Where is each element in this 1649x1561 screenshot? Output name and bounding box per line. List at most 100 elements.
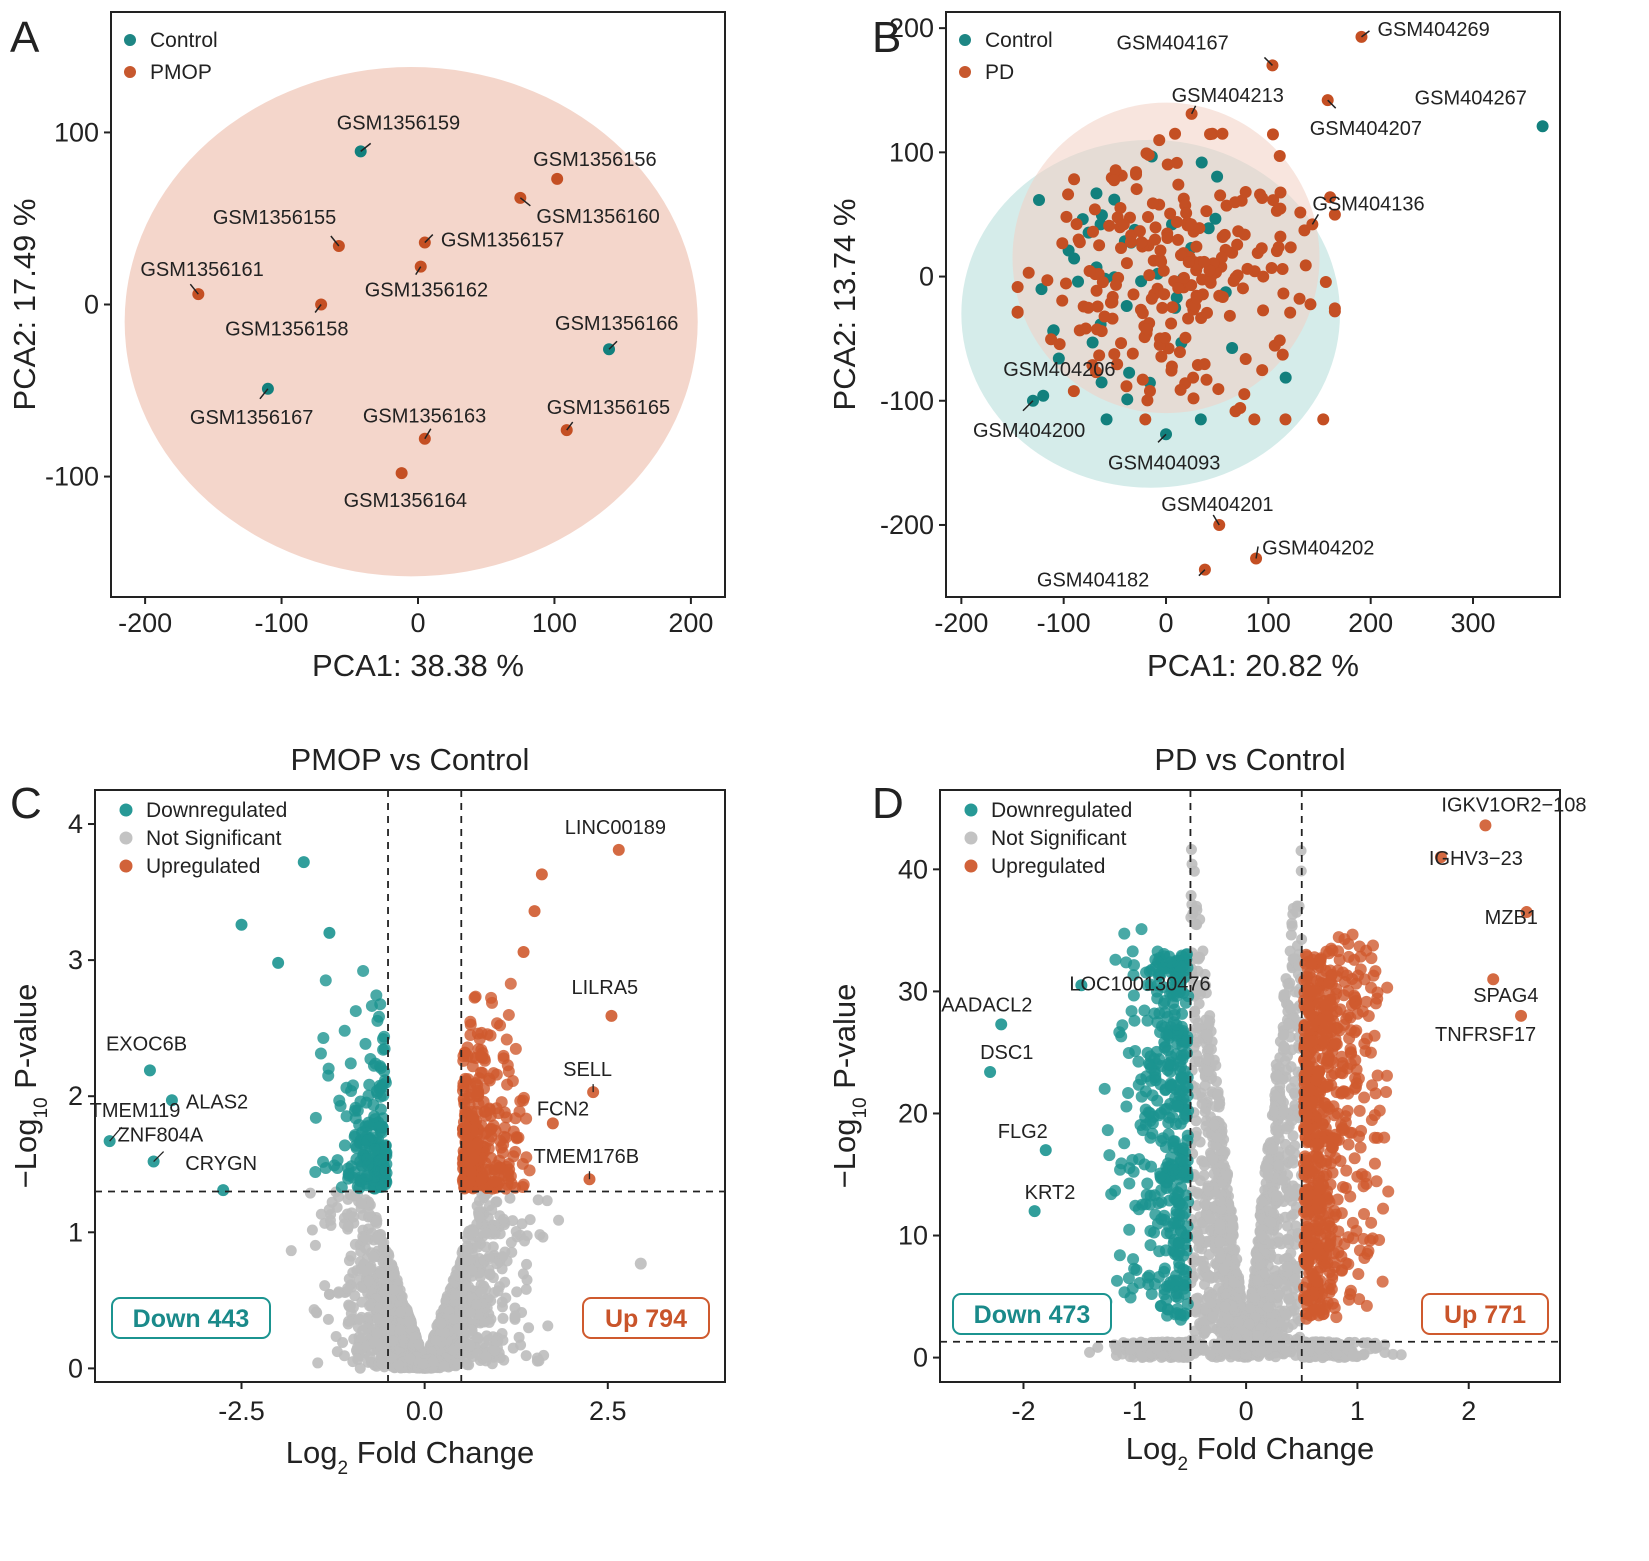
ns-gene-point: [492, 1285, 504, 1297]
ns-gene-point: [1256, 1286, 1268, 1298]
ns-gene-point: [1210, 1075, 1222, 1087]
sample-point-case: [1139, 413, 1152, 426]
sample-point-case: [1136, 307, 1149, 320]
sample-point-case: [1108, 174, 1121, 187]
ns-gene-point: [1208, 1168, 1220, 1180]
down-gene-point: [1154, 1299, 1167, 1312]
ns-gene-point: [372, 1232, 384, 1244]
sample-point-case: [1079, 322, 1092, 335]
sample-point-case: [1218, 228, 1231, 241]
sample-point-case: [1274, 202, 1287, 215]
panel-letter-c: C: [10, 779, 42, 828]
down-gene-point: [1136, 1124, 1149, 1137]
sample-point-case: [1274, 186, 1287, 199]
down-gene-point: [323, 926, 336, 939]
sample-point-case: [1267, 194, 1280, 207]
sample-point-case: [1203, 264, 1216, 277]
sample-point-case: [395, 467, 408, 480]
ns-gene-point: [509, 1310, 521, 1322]
ns-gene-point: [542, 1320, 554, 1332]
ns-gene-point: [333, 1286, 345, 1298]
gene-label: EXOC6B: [106, 1033, 187, 1055]
sample-point-case: [1091, 323, 1104, 336]
ns-gene-point: [1170, 1349, 1182, 1361]
down-gene-point: [1110, 1274, 1123, 1287]
up-gene-point: [1371, 1069, 1384, 1082]
ns-gene-point: [1369, 1342, 1381, 1354]
down-gene-point: [309, 1165, 322, 1178]
down-gene-point: [1122, 1272, 1135, 1285]
sample-point-control: [1209, 212, 1222, 225]
x-axis-title: PCA1: 20.82 %: [1147, 648, 1359, 683]
ns-gene-point: [1200, 1053, 1212, 1065]
ns-gene-point: [349, 1290, 361, 1302]
ns-gene-point: [413, 1338, 425, 1350]
ns-gene-point: [1271, 1070, 1283, 1082]
ns-gene-point: [1283, 1018, 1295, 1030]
ns-gene-point: [1280, 1345, 1292, 1357]
ns-gene-point: [1216, 1324, 1228, 1336]
y-tick-label: 0: [84, 290, 99, 320]
ns-gene-point: [454, 1339, 466, 1351]
ns-gene-point: [377, 1240, 389, 1252]
up-gene-point: [458, 1097, 471, 1110]
sample-point-case: [1185, 218, 1198, 231]
down-gene-point: [235, 918, 248, 931]
sample-point-case: [1223, 309, 1236, 322]
ns-gene-point: [1279, 1280, 1291, 1292]
ns-gene-point: [1287, 1130, 1299, 1142]
ns-gene-point: [1286, 920, 1298, 932]
down-gene-point: [349, 1005, 362, 1018]
ns-gene-point: [1317, 1352, 1329, 1364]
ns-gene-point: [488, 1345, 500, 1357]
down-gene-point: [375, 1180, 388, 1193]
down-gene-point: [349, 1101, 362, 1114]
ns-gene-point: [1331, 1348, 1343, 1360]
ns-gene-point: [450, 1288, 462, 1300]
x-tick-label: 300: [1450, 608, 1495, 638]
sample-point-case: [1255, 242, 1268, 255]
ns-gene-point: [1225, 1233, 1237, 1245]
up-gene-point: [466, 1109, 479, 1122]
down-gene-point: [314, 1047, 327, 1060]
subscript: 10: [31, 1097, 52, 1118]
sample-point-case: [1011, 281, 1024, 294]
ns-gene-point: [1229, 1349, 1241, 1361]
ns-gene-point: [1185, 844, 1197, 856]
ns-gene-point: [1281, 1123, 1293, 1135]
ns-gene-point: [351, 1342, 363, 1354]
sample-point-control: [1035, 283, 1048, 296]
sample-label: GSM1356163: [363, 406, 486, 428]
sample-point-case: [1213, 289, 1226, 302]
ns-gene-point: [1289, 986, 1301, 998]
up-gene-point: [475, 1026, 488, 1039]
sample-point-control: [1033, 193, 1046, 206]
sample-point-case: [1093, 239, 1106, 252]
up-gene-point: [461, 1050, 474, 1063]
ns-gene-point: [460, 1280, 472, 1292]
up-gene-point: [464, 1018, 477, 1031]
sample-point-control: [1037, 389, 1050, 402]
ns-gene-point: [1211, 1132, 1223, 1144]
down-gene-point: [334, 1100, 347, 1113]
sample-point-case: [1067, 385, 1080, 398]
down-gene-point: [1153, 1245, 1166, 1258]
sample-point-case: [1170, 215, 1183, 228]
ns-gene-point: [386, 1324, 398, 1336]
ns-gene-point: [306, 1224, 318, 1236]
ns-gene-point: [1395, 1349, 1407, 1361]
ns-gene-point: [520, 1283, 532, 1295]
down-gene-point: [1109, 953, 1122, 966]
ns-gene-point: [371, 1215, 383, 1227]
down-gene-point: [1174, 970, 1187, 983]
legend-label-down: Downregulated: [146, 799, 287, 822]
ns-gene-point: [331, 1346, 343, 1358]
up-gene-point: [476, 1051, 489, 1064]
ns-gene-point: [1244, 1302, 1256, 1314]
ns-gene-point: [1252, 1330, 1264, 1342]
ns-gene-point: [354, 1313, 366, 1325]
down-gene-point: [319, 1162, 332, 1175]
up-gene-point: [517, 945, 530, 958]
ns-gene-point: [515, 1339, 527, 1351]
ns-gene-point: [364, 1209, 376, 1221]
